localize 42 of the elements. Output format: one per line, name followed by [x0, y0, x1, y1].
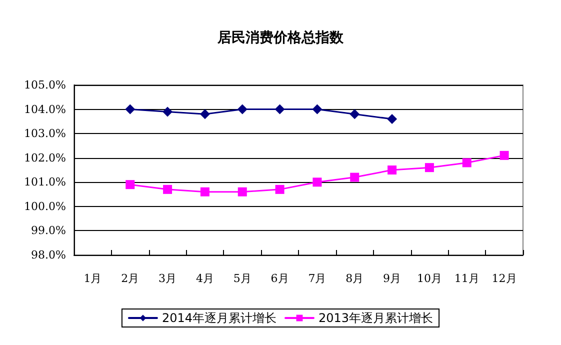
- y-tick-label: 105.0%: [24, 78, 66, 92]
- x-tick-label: 7月: [308, 272, 326, 285]
- y-tick-label: 100.0%: [24, 200, 66, 213]
- point: [163, 184, 172, 194]
- x-tick-label: 1月: [84, 272, 102, 285]
- x-tick-label: 2月: [121, 272, 140, 285]
- x-tick-label: 10月: [416, 272, 442, 285]
- x-tick-label: 3月: [158, 272, 177, 285]
- point: [388, 166, 397, 174]
- point: [125, 104, 136, 114]
- point: [238, 187, 247, 196]
- y-tick-label: 102.0%: [24, 151, 66, 164]
- x-tick-label: 9月: [383, 272, 402, 285]
- x-tick-label: 11月: [454, 272, 480, 285]
- legend-label: 2014年逐月累计增长: [162, 311, 277, 325]
- point: [500, 150, 509, 160]
- point: [350, 109, 360, 120]
- point: [200, 109, 210, 120]
- y-tick-label: 103.0%: [24, 127, 66, 140]
- point: [200, 187, 210, 196]
- x-tick-label: 4月: [196, 272, 214, 285]
- x-tick-label: 6月: [270, 272, 289, 285]
- y-tick-label: 101.0%: [24, 176, 66, 189]
- y-tick-label: 99.0%: [31, 224, 66, 238]
- point: [350, 172, 360, 182]
- y-tick-label: 104.0%: [24, 102, 66, 116]
- point: [237, 104, 248, 114]
- point: [126, 180, 135, 190]
- y-tick-label: 98.0%: [31, 248, 66, 262]
- x-tick-label: 5月: [233, 272, 252, 285]
- point: [462, 158, 472, 168]
- point: [274, 104, 285, 114]
- point: [312, 104, 322, 114]
- point: [424, 163, 434, 172]
- chart-title: 居民消费价格总指数: [216, 30, 344, 46]
- x-tick-label: 12月: [492, 272, 517, 285]
- point: [312, 178, 322, 187]
- point: [387, 114, 398, 124]
- point: [275, 184, 284, 194]
- point: [162, 106, 173, 117]
- legend-label: 2013年逐月累计增长: [318, 311, 434, 325]
- x-tick-label: 8月: [346, 272, 364, 285]
